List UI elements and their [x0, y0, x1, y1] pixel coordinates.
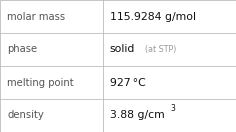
Text: (at STP): (at STP)	[145, 45, 177, 54]
Text: 3: 3	[170, 104, 175, 113]
Text: 115.9284 g/mol: 115.9284 g/mol	[110, 11, 196, 22]
Text: melting point: melting point	[7, 77, 74, 88]
Text: density: density	[7, 110, 44, 121]
Text: phase: phase	[7, 44, 37, 55]
Text: solid: solid	[110, 44, 135, 55]
Text: 927 °C: 927 °C	[110, 77, 145, 88]
Text: molar mass: molar mass	[7, 11, 65, 22]
Text: 3.88 g/cm: 3.88 g/cm	[110, 110, 164, 121]
